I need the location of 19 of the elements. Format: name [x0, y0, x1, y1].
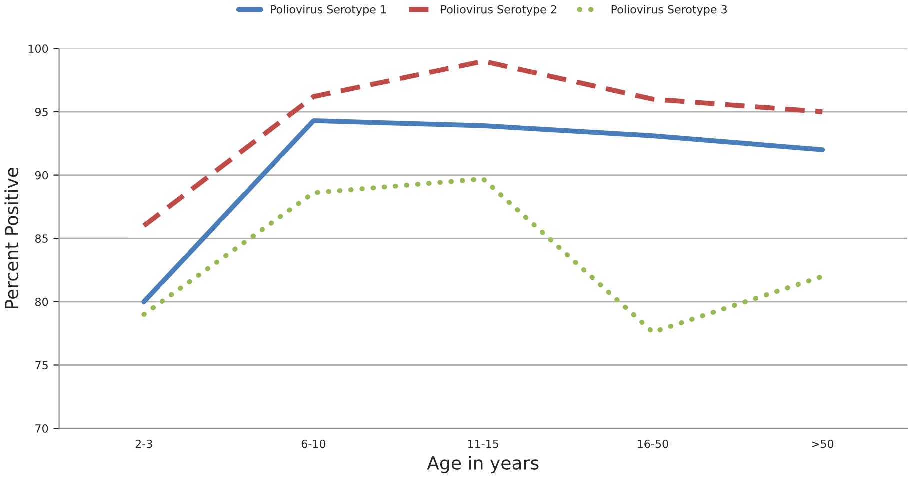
- x-tick-label: 6-10: [302, 440, 326, 448]
- x-tick-label: >50: [812, 440, 834, 448]
- y-tick-label: 90: [35, 171, 48, 180]
- y-tick-label: 85: [35, 234, 48, 244]
- y-tick-label: 70: [36, 424, 48, 433]
- y-axis-title: Percent Positive: [4, 168, 19, 308]
- legend-label: Poliovirus Serotype 3: [612, 5, 727, 16]
- legend-label: Poliovirus Serotype 2: [441, 5, 556, 16]
- legend-label: Poliovirus Serotype 1: [271, 5, 386, 16]
- x-tick-label: 2-3: [136, 440, 152, 448]
- x-tick-label: 16-50: [638, 440, 668, 448]
- y-tick-label: 100: [28, 44, 48, 54]
- x-axis-title: Age in years: [427, 456, 539, 474]
- line-series: [142, 118, 826, 304]
- line-series: [142, 176, 826, 335]
- x-tick-label: 11-15: [468, 440, 499, 448]
- y-tick-label: 75: [36, 361, 48, 370]
- y-tick-label: 95: [35, 108, 48, 116]
- y-tick-label: 80: [35, 298, 48, 306]
